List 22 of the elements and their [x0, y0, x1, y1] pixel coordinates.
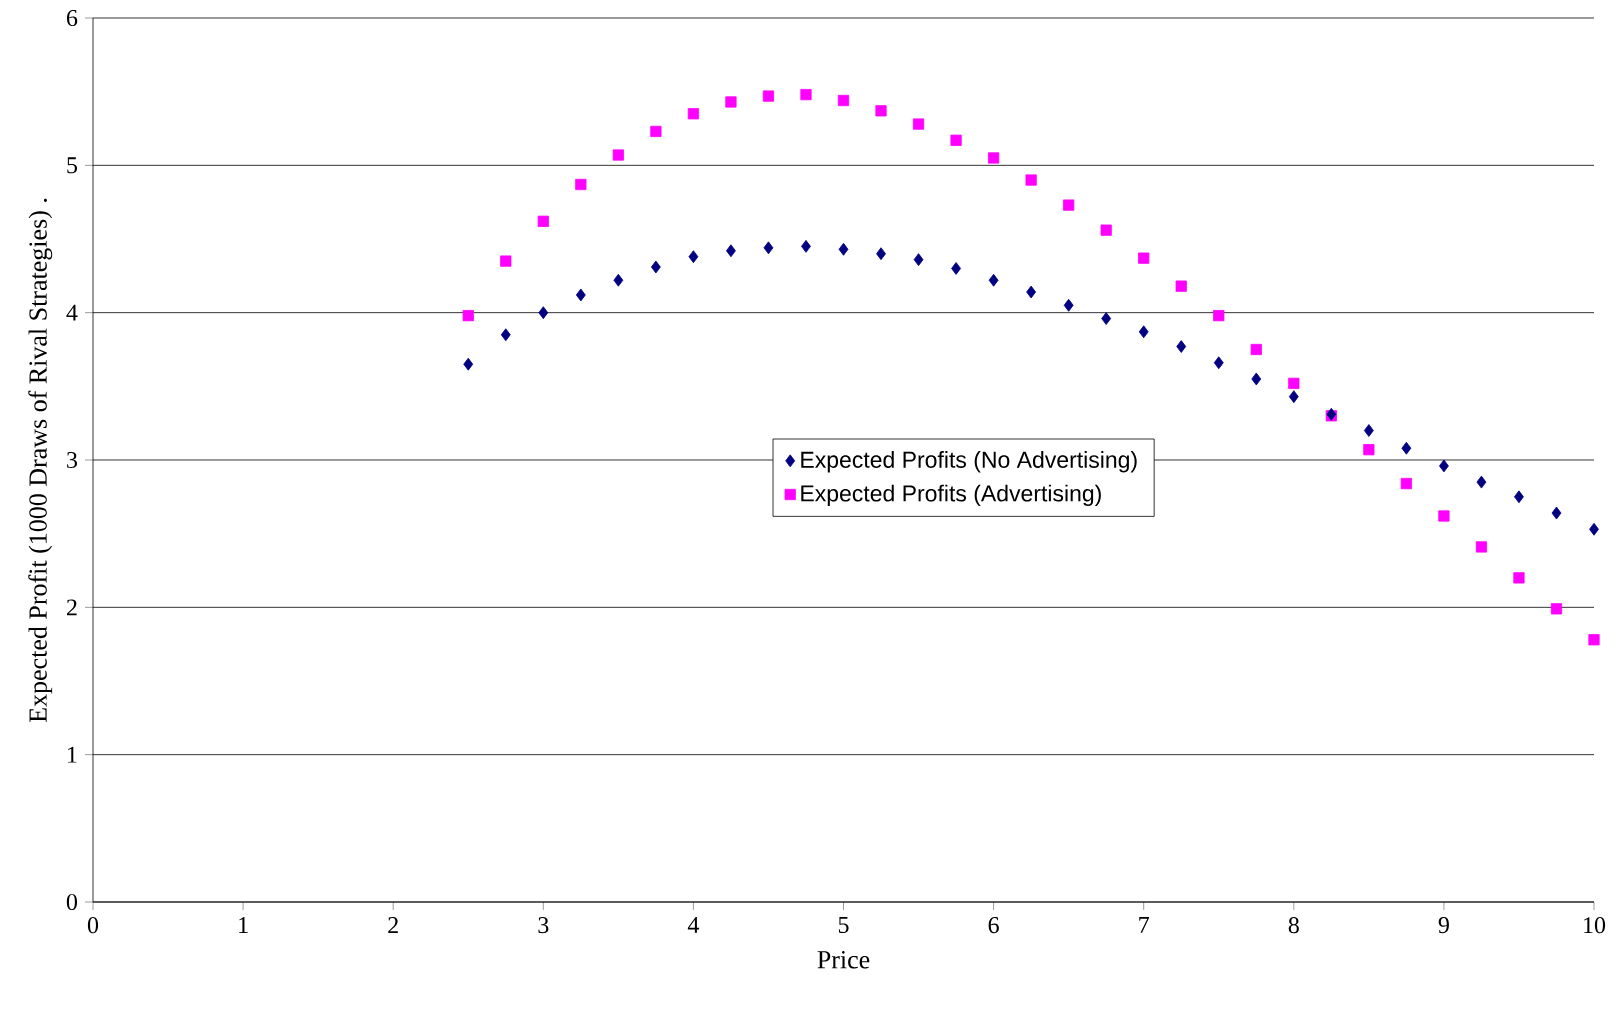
y-axis-title: Expected Profit (1000 Draws of Rival Strategies) . — [28, 198, 53, 723]
x-tick-label: 2 — [388, 917, 398, 933]
y-tick-label: 3 — [67, 451, 78, 469]
legend-label: Expected Profits (Advertising) — [801, 484, 1101, 507]
x-tick-label: 6 — [988, 917, 999, 934]
y-tick-label: 4 — [66, 304, 78, 321]
x-tick-label: 9 — [1438, 917, 1449, 934]
x-axis-title: Price — [817, 950, 870, 969]
y-tick-label: 5 — [67, 157, 78, 174]
x-tick-label: 8 — [1288, 917, 1299, 934]
y-tick-label: 0 — [66, 893, 78, 911]
x-tick-label: 10 — [1584, 917, 1606, 934]
y-tick-label: 2 — [67, 599, 77, 616]
x-tick-label: 3 — [538, 917, 549, 934]
x-tick-label: 4 — [687, 917, 700, 933]
x-tick-label: 1 — [239, 917, 248, 933]
x-tick-label: 5 — [838, 917, 849, 933]
legend-label: Expected Profits (No Advertising) — [801, 451, 1137, 473]
x-tick-label: 7 — [1139, 917, 1149, 933]
y-tick-label: 6 — [66, 9, 78, 27]
x-tick-label: 0 — [87, 917, 99, 934]
y-tick-label: 1 — [68, 746, 77, 763]
